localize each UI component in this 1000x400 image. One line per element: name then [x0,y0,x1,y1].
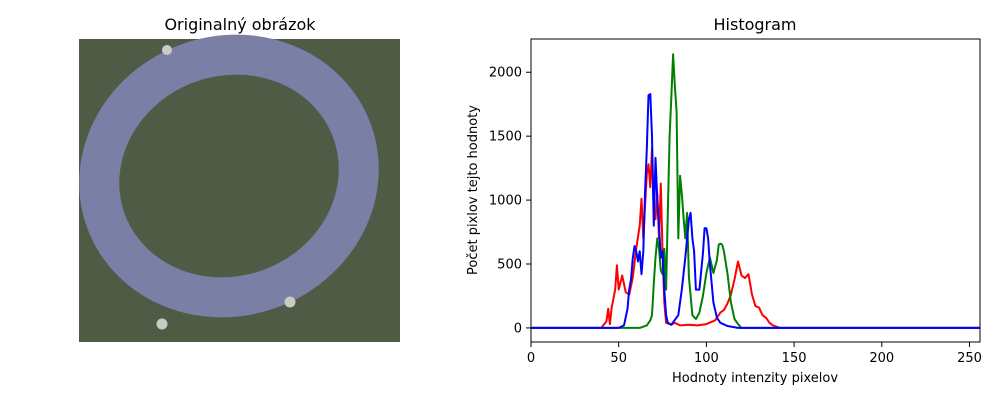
y-tick-label: 1500 [489,130,522,145]
chart-title: Histogram [714,15,797,34]
green-series-line [531,53,980,329]
image-title: Originalný obrázok [164,15,316,34]
x-axis-label: Hodnoty intenzity pixelov [672,371,838,386]
x-tick-label: 200 [869,351,894,366]
screw-top [162,45,172,55]
red-series-line [531,146,980,329]
x-tick-label: 150 [782,351,807,366]
blue-series-line [531,93,980,329]
original-image [79,34,400,342]
y-axis-ticks: 0 500 1000 1500 2000 [489,66,531,336]
y-tick-label: 1000 [489,194,522,209]
x-tick-label: 250 [957,351,982,366]
x-tick-label: 0 [527,351,535,366]
y-tick-label: 500 [497,258,522,273]
screw-bottom [156,318,168,330]
y-tick-label: 2000 [489,66,522,81]
y-tick-label: 0 [514,321,522,336]
screw-right [284,296,296,308]
x-axis-ticks: 0 50 100 150 200 250 [527,342,982,366]
plot-frame [530,38,981,343]
x-tick-label: 50 [610,351,627,366]
ring-shape [79,34,379,318]
y-axis-label: Počet pixlov tejto hodnoty [466,105,481,275]
x-tick-label: 100 [694,351,719,366]
series-layer [531,53,980,329]
